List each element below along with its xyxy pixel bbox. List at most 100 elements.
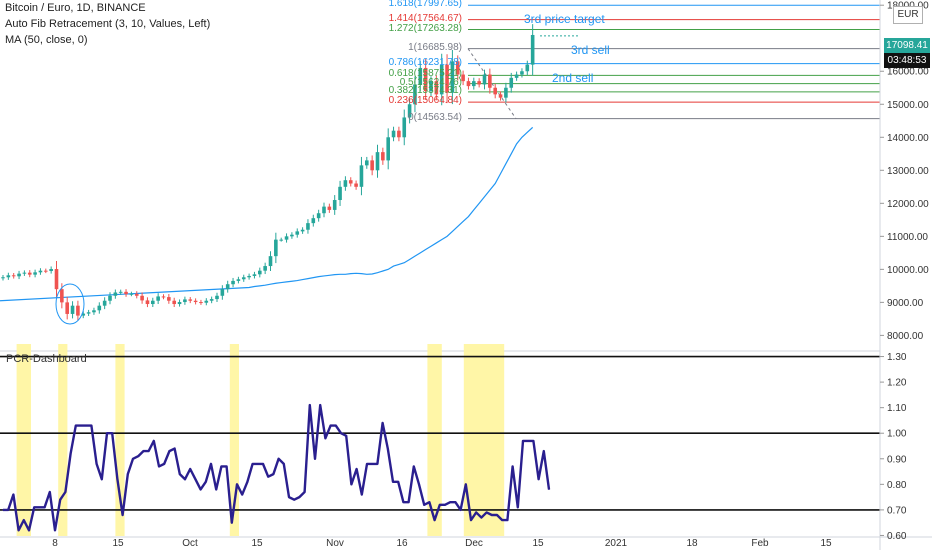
candle-body	[493, 87, 497, 95]
pcr-point	[460, 509, 462, 511]
candle-body	[488, 74, 492, 88]
pcr-point	[434, 519, 436, 521]
time-tick-label: Oct	[182, 538, 198, 549]
pcr-point	[236, 483, 238, 485]
candle-body	[525, 64, 530, 72]
time-tick-label: Feb	[751, 538, 769, 549]
pcr-point	[330, 424, 332, 427]
candle-body	[134, 293, 139, 296]
candle-body	[514, 74, 519, 78]
candle-body	[290, 234, 294, 237]
pcr-point	[309, 404, 311, 406]
pcr-point	[548, 488, 550, 491]
pcr-point	[392, 481, 394, 483]
pcr-highlight-band	[16, 344, 31, 536]
pcr-point	[252, 463, 254, 465]
candle-body	[418, 67, 423, 85]
pcr-point	[413, 465, 415, 468]
fib-level-label: 0.786(16231.78)	[388, 56, 462, 68]
candle-body	[472, 81, 476, 87]
pcr-highlight-band	[115, 344, 125, 536]
candle-body	[391, 130, 396, 138]
candle-body	[49, 269, 53, 272]
indicator-ma-label[interactable]: MA (50, close, 0)	[5, 34, 88, 46]
candle-body	[520, 71, 524, 75]
pcr-point	[511, 465, 514, 468]
pcr-point	[319, 404, 321, 406]
candle-body	[482, 74, 487, 85]
pcr-tick-label: 1.00	[887, 429, 907, 440]
pcr-point	[532, 440, 535, 442]
candlestick-series	[1, 24, 535, 325]
candle-body	[450, 61, 455, 93]
pcr-line	[3, 403, 551, 532]
time-tick-label: 8	[52, 538, 58, 549]
candle-body	[439, 64, 444, 95]
candle-body	[70, 305, 75, 314]
pcr-point	[96, 463, 98, 465]
candle-body	[504, 87, 508, 98]
symbol-title[interactable]: Bitcoin / Euro, 1D, BINANCE	[5, 2, 146, 14]
candle-body	[263, 266, 267, 271]
pcr-point	[262, 463, 264, 465]
candle-body	[76, 305, 80, 316]
pcr-tick-label: 0.80	[887, 480, 907, 491]
ma-50-line	[0, 126, 534, 302]
pcr-point	[215, 488, 217, 491]
pcr-point	[44, 506, 46, 508]
pcr-point	[527, 440, 529, 442]
candle-body	[429, 81, 433, 92]
indicator-fib-label[interactable]: Auto Fib Retracement (3, 10, Values, Lef…	[5, 18, 211, 30]
pcr-point	[142, 450, 144, 452]
time-tick-label: 15	[820, 538, 832, 549]
candle-body	[113, 292, 118, 296]
candle-body	[509, 77, 514, 88]
pcr-point	[80, 424, 82, 427]
pcr-point	[59, 499, 61, 501]
pcr-point	[382, 422, 384, 424]
pcr-point	[153, 440, 155, 442]
candle-body	[129, 293, 134, 295]
candle-body	[22, 272, 27, 274]
pcr-point	[194, 478, 196, 480]
pcr-point	[402, 501, 404, 503]
pcr-point	[122, 514, 124, 516]
pcr-point	[340, 432, 342, 434]
pcr-point	[210, 463, 212, 465]
candle-body	[354, 183, 358, 187]
candle-body	[17, 273, 21, 277]
candle-body	[11, 275, 16, 277]
candle-body	[258, 270, 262, 275]
candle-body	[530, 34, 535, 65]
time-tick-label: 18	[686, 538, 698, 549]
pcr-point	[64, 491, 66, 493]
candle-body	[86, 312, 91, 314]
pcr-point	[288, 496, 290, 498]
pcr-point	[132, 458, 134, 460]
pcr-point	[205, 481, 207, 483]
currency-button[interactable]: EUR	[893, 6, 923, 24]
pcr-point	[345, 435, 347, 437]
price-tick-label: 15000.00	[887, 100, 929, 111]
time-tick-label: 2021	[605, 538, 628, 549]
pcr-point	[371, 463, 373, 465]
candle-body	[204, 300, 209, 303]
pcr-point	[127, 473, 129, 475]
pcr-panel	[0, 344, 880, 536]
candle-body	[338, 186, 342, 201]
time-tick-label: 15	[251, 538, 263, 549]
candle-body	[6, 275, 11, 278]
annotation-second-sell: 2nd sell	[552, 71, 594, 85]
candle-body	[279, 239, 283, 241]
pcr-point	[2, 509, 4, 511]
pcr-point	[272, 473, 274, 475]
fib-level-label: 0.5(15624.76)	[399, 76, 462, 88]
candle-body	[370, 160, 374, 171]
pcr-point	[283, 463, 285, 465]
candle-body	[81, 313, 86, 316]
pcr-point	[38, 506, 41, 508]
pcr-point	[148, 450, 150, 452]
pcr-point	[496, 514, 498, 516]
